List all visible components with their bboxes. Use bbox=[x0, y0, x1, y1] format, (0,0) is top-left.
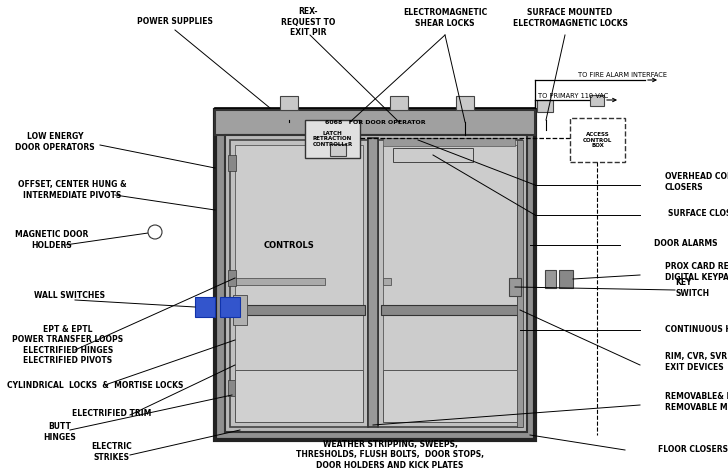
Text: LATCH
RETRACTION
CONTROLLεR: LATCH RETRACTION CONTROLLεR bbox=[312, 131, 352, 147]
Bar bbox=[330, 144, 346, 156]
Bar bbox=[220, 297, 240, 317]
Text: TO FIRE ALARM INTERFACE: TO FIRE ALARM INTERFACE bbox=[578, 72, 667, 78]
Bar bbox=[305, 120, 360, 158]
Bar bbox=[570, 118, 625, 162]
Text: FLOOR CLOSERS: FLOOR CLOSERS bbox=[658, 446, 728, 455]
Text: KEY
SWITCH: KEY SWITCH bbox=[675, 278, 709, 298]
Text: RIM, CVR, SVR  &  MORTISE
EXIT DEVICES: RIM, CVR, SVR & MORTISE EXIT DEVICES bbox=[665, 352, 728, 372]
Bar bbox=[383, 145, 517, 422]
Circle shape bbox=[148, 225, 162, 239]
Bar bbox=[280, 96, 298, 110]
Bar bbox=[545, 270, 556, 288]
Text: OVERHEAD CONCEALED
CLOSERS: OVERHEAD CONCEALED CLOSERS bbox=[665, 172, 728, 192]
Text: REX-
REQUEST TO
EXIT PIR: REX- REQUEST TO EXIT PIR bbox=[281, 7, 335, 37]
Bar bbox=[393, 148, 473, 162]
Text: WALL SWITCHES: WALL SWITCHES bbox=[34, 292, 106, 301]
Text: CYLINDRICAL  LOCKS  &  MORTISE LOCKS: CYLINDRICAL LOCKS & MORTISE LOCKS bbox=[7, 380, 183, 390]
Text: MAGNETIC DOOR
HOLDERS: MAGNETIC DOOR HOLDERS bbox=[15, 230, 89, 250]
Bar bbox=[368, 138, 378, 427]
Text: LOW ENERGY
DOOR OPERATORS: LOW ENERGY DOOR OPERATORS bbox=[15, 133, 95, 152]
Text: ELECTRIFIED TRIM: ELECTRIFIED TRIM bbox=[72, 408, 151, 418]
Text: ELECTRIC
STRIKES: ELECTRIC STRIKES bbox=[92, 442, 132, 462]
Text: EPT & EPTL
POWER TRANSFER LOOPS
ELECTRIFIED HINGES
ELECTRIFIED PIVOTS: EPT & EPTL POWER TRANSFER LOOPS ELECTRIF… bbox=[12, 325, 124, 365]
Bar bbox=[517, 140, 523, 427]
Text: TO PRIMARY 110 VAC: TO PRIMARY 110 VAC bbox=[538, 93, 609, 99]
Bar bbox=[228, 270, 236, 286]
Bar bbox=[215, 110, 535, 135]
Bar bbox=[233, 295, 247, 325]
Text: CONTROLS: CONTROLS bbox=[264, 240, 314, 249]
Bar bbox=[537, 100, 553, 112]
Bar bbox=[378, 140, 522, 427]
Bar bbox=[195, 297, 215, 317]
Bar bbox=[235, 145, 363, 422]
Text: ACCESS
CONTROL
BOX: ACCESS CONTROL BOX bbox=[583, 132, 612, 148]
Text: SURFACE CLOSERS: SURFACE CLOSERS bbox=[668, 209, 728, 218]
Bar bbox=[383, 278, 391, 285]
Bar bbox=[381, 305, 519, 315]
Bar bbox=[225, 135, 527, 432]
Text: WEATHER STRIPPING, SWEEPS,
THRESHOLDS, FLUSH BOLTS,  DOOR STOPS,
DOOR HOLDERS AN: WEATHER STRIPPING, SWEEPS, THRESHOLDS, F… bbox=[296, 440, 484, 470]
Bar bbox=[559, 270, 573, 288]
Text: REMOVABLE& NON-
REMOVABLE MULLIONS: REMOVABLE& NON- REMOVABLE MULLIONS bbox=[665, 392, 728, 412]
Bar bbox=[233, 305, 365, 315]
Text: ELECTROMAGNETIC
SHEAR LOCKS: ELECTROMAGNETIC SHEAR LOCKS bbox=[403, 8, 487, 28]
Bar bbox=[383, 370, 517, 422]
Text: PROX CARD READER &
DIGITAL KEYPADS: PROX CARD READER & DIGITAL KEYPADS bbox=[665, 262, 728, 282]
Text: OFFSET, CENTER HUNG &
INTERMEDIATE PIVOTS: OFFSET, CENTER HUNG & INTERMEDIATE PIVOT… bbox=[17, 180, 127, 200]
Text: BUTT
HINGES: BUTT HINGES bbox=[44, 422, 76, 442]
Bar bbox=[215, 110, 535, 440]
Bar bbox=[456, 96, 474, 110]
Text: POWER SUPPLIES: POWER SUPPLIES bbox=[137, 18, 213, 27]
Bar bbox=[390, 96, 408, 110]
Bar bbox=[235, 370, 363, 422]
Text: 6068   FOR DOOR OPERATOR: 6068 FOR DOOR OPERATOR bbox=[325, 121, 425, 125]
Text: SURFACE MOUNTED
ELECTROMAGNETIC LOCKS: SURFACE MOUNTED ELECTROMAGNETIC LOCKS bbox=[513, 8, 628, 28]
Bar bbox=[383, 138, 515, 146]
Bar bbox=[228, 380, 236, 396]
Bar bbox=[590, 95, 604, 106]
Bar bbox=[228, 155, 236, 171]
Bar bbox=[230, 140, 368, 427]
Text: DOOR ALARMS: DOOR ALARMS bbox=[654, 239, 718, 248]
Bar bbox=[509, 278, 521, 296]
Text: CONTINUOUS HINGES: CONTINUOUS HINGES bbox=[665, 325, 728, 334]
Bar bbox=[235, 278, 325, 285]
